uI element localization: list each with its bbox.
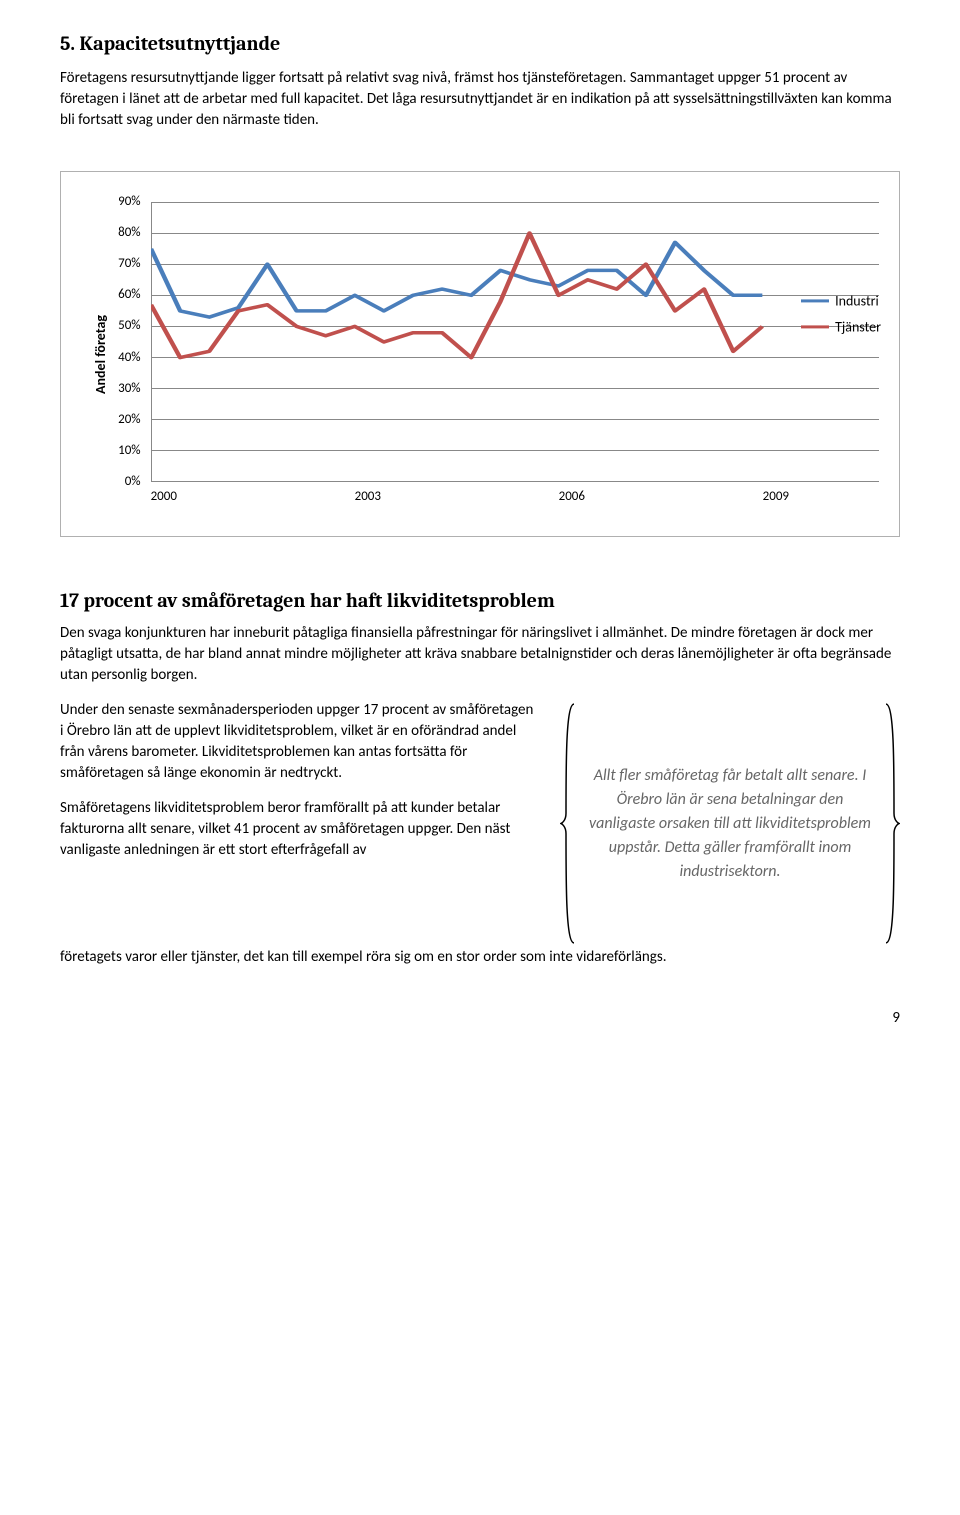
subsection-para1: Den svaga konjunkturen har inneburit påt… — [60, 623, 900, 686]
section-para1: Företagens resursutnyttjande ligger fort… — [60, 68, 900, 131]
x-tick-label: 2009 — [763, 488, 789, 506]
x-tick-label: 2006 — [559, 488, 585, 506]
bracket-left-icon — [560, 700, 578, 947]
y-tick-label: 80% — [118, 224, 140, 242]
section-title: 5. Kapacitetsutnyttjande — [60, 30, 900, 58]
y-axis-label: Andel företag — [81, 315, 111, 394]
x-tick-label: 2003 — [355, 488, 381, 506]
subsection-title: 17 procent av småföretagen har haft likv… — [60, 587, 900, 615]
quote-text: Allt fler småföretag får betalt allt sen… — [578, 764, 882, 884]
y-tick-label: 20% — [118, 411, 140, 429]
y-tick-label: 90% — [118, 193, 140, 211]
legend-label: Tjänster — [835, 317, 881, 337]
page-number: 9 — [60, 1008, 900, 1029]
x-tick-label: 2000 — [151, 488, 177, 506]
y-tick-label: 0% — [125, 473, 141, 491]
chart-frame: Andel företag 0%10%20%30%40%50%60%70%80%… — [60, 171, 900, 537]
y-tick-label: 40% — [118, 348, 140, 366]
legend-item: Industri — [801, 291, 881, 311]
plot-area: 0%10%20%30%40%50%60%70%80%90% IndustriTj… — [151, 202, 879, 482]
y-tick-label: 10% — [118, 442, 140, 460]
legend-label: Industri — [835, 291, 879, 311]
legend-item: Tjänster — [801, 317, 881, 337]
legend: Industri Tjänster — [801, 285, 881, 342]
legend-swatch — [801, 300, 829, 303]
bracket-right-icon — [882, 700, 900, 947]
subsection-para-left-2: Småföretagens likviditetsproblem beror f… — [60, 798, 540, 861]
subsection-para-bottom: företagets varor eller tjänster, det kan… — [60, 947, 900, 968]
y-tick-label: 70% — [118, 255, 140, 273]
y-tick-label: 50% — [118, 317, 140, 335]
legend-swatch — [801, 325, 829, 328]
y-tick-label: 60% — [118, 286, 140, 304]
subsection-para-left-1: Under den senaste sexmånadersperioden up… — [60, 700, 540, 784]
y-tick-label: 30% — [118, 380, 140, 398]
